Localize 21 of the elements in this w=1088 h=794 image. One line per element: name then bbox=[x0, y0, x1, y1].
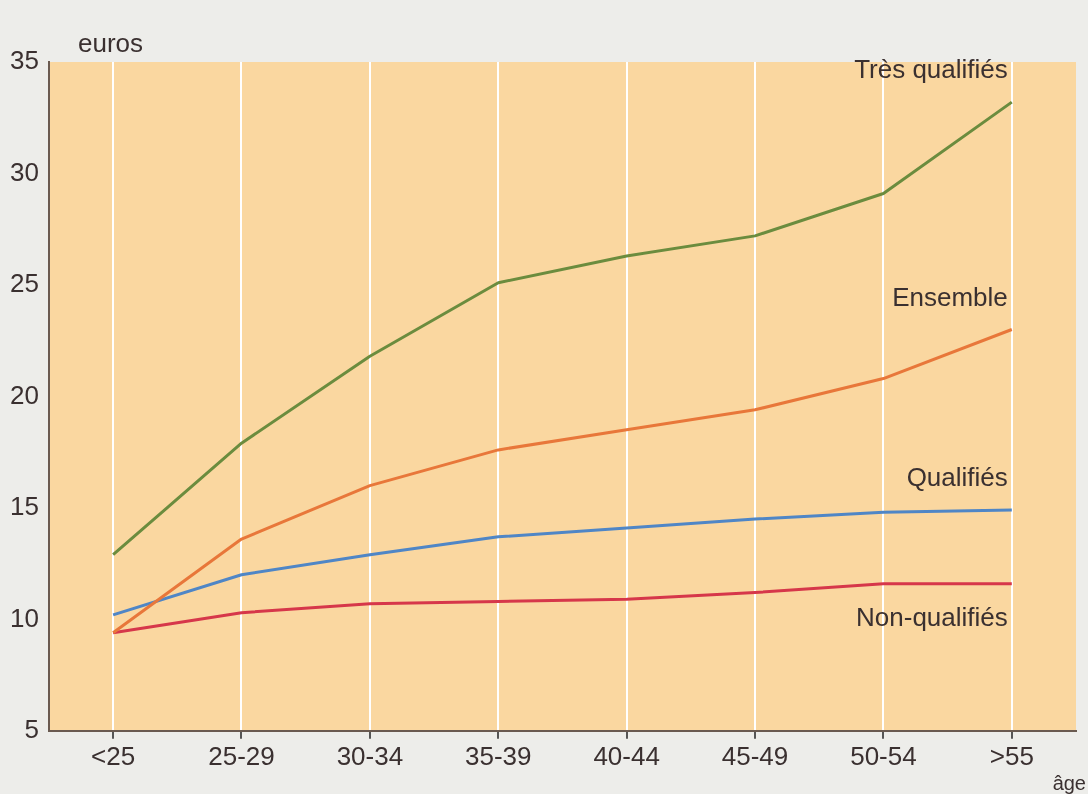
y-tick-label: 20 bbox=[10, 379, 39, 410]
x-axis-title: âge bbox=[1052, 771, 1086, 794]
y-tick-label: 25 bbox=[10, 268, 39, 299]
y-tick-label: 5 bbox=[24, 713, 39, 744]
x-tick-label: 35-39 bbox=[465, 740, 532, 771]
x-tick-label: 40-44 bbox=[593, 740, 660, 771]
series-label: Très qualifiés bbox=[854, 54, 1008, 85]
x-tick-label: >55 bbox=[989, 740, 1034, 771]
y-tick-label: 30 bbox=[10, 156, 39, 187]
x-tick-label: 25-29 bbox=[208, 740, 275, 771]
x-tick-label: 45-49 bbox=[721, 740, 789, 771]
y-tick-label: 10 bbox=[10, 602, 39, 633]
series-label: Non-qualifiés bbox=[856, 601, 1008, 632]
series-label: Ensemble bbox=[892, 281, 1008, 312]
x-tick-label: 30-34 bbox=[336, 740, 404, 771]
x-tick-label: 50-54 bbox=[850, 740, 917, 771]
y-tick-label: 35 bbox=[10, 45, 39, 76]
y-tick-label: 15 bbox=[10, 491, 39, 522]
series-label: Qualifiés bbox=[906, 462, 1008, 493]
y-axis-title: euros bbox=[78, 28, 144, 59]
x-tick-label: <25 bbox=[91, 740, 136, 771]
